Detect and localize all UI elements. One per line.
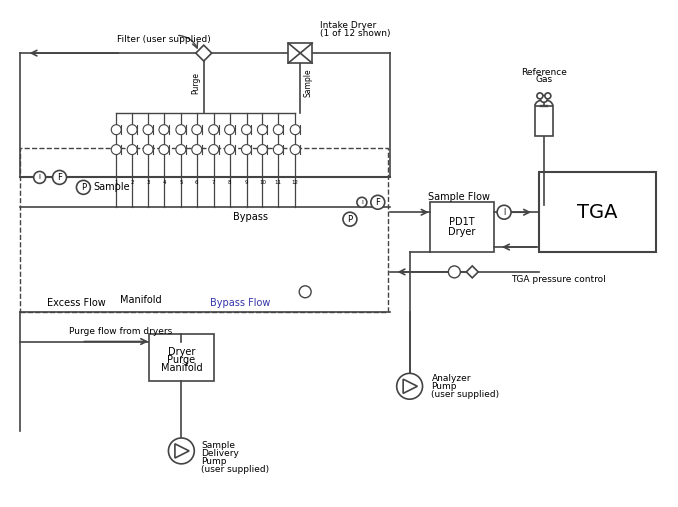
Text: I: I [503,208,505,216]
Circle shape [34,171,45,184]
Circle shape [357,197,367,207]
Circle shape [176,144,186,155]
Circle shape [111,125,121,135]
Text: Sample Flow: Sample Flow [428,192,490,202]
Bar [429,202,494,252]
Text: 5: 5 [179,180,182,185]
Circle shape [143,144,153,155]
Text: (1 of 12 shown): (1 of 12 shown) [320,29,391,38]
Polygon shape [196,45,212,61]
Text: 8: 8 [228,180,231,185]
Circle shape [371,195,384,209]
Text: Pump: Pump [201,457,226,466]
Text: Bypass: Bypass [233,212,268,222]
Text: I: I [361,200,363,205]
Text: 11: 11 [275,180,282,185]
Text: 1: 1 [115,180,118,185]
Text: 6: 6 [195,180,199,185]
Circle shape [397,373,422,399]
Text: Sample: Sample [201,442,235,450]
Text: P: P [81,183,86,192]
Circle shape [343,212,357,226]
Text: (user supplied): (user supplied) [431,390,500,399]
Circle shape [273,144,283,155]
Text: 12: 12 [292,180,299,185]
Text: Delivery: Delivery [201,449,239,458]
Circle shape [192,125,202,135]
Circle shape [111,144,121,155]
Circle shape [273,125,283,135]
Text: Pump: Pump [431,382,457,391]
Text: 2: 2 [130,180,134,185]
Text: Manifold: Manifold [120,295,162,305]
Circle shape [299,286,311,298]
Text: Excess Flow: Excess Flow [47,298,106,308]
Text: F: F [57,173,62,182]
Text: TGA pressure control: TGA pressure control [511,275,606,284]
Polygon shape [403,379,418,393]
Circle shape [290,144,300,155]
Text: Dryer: Dryer [448,227,475,237]
Text: Analyzer: Analyzer [431,374,471,383]
Text: P: P [347,214,353,224]
Circle shape [53,170,66,185]
Text: 10: 10 [259,180,266,185]
Circle shape [143,125,153,135]
Circle shape [241,144,252,155]
Circle shape [77,180,90,194]
Circle shape [448,266,460,278]
Bar [20,148,388,312]
Text: Manifold: Manifold [161,364,202,373]
Circle shape [540,95,547,102]
Circle shape [241,125,252,135]
Text: 4: 4 [162,180,165,185]
Bar [535,106,553,136]
Circle shape [176,125,186,135]
Text: 3: 3 [146,180,150,185]
Text: 7: 7 [212,180,216,185]
Bar [288,43,312,63]
Circle shape [224,144,235,155]
Circle shape [290,125,300,135]
Circle shape [537,93,543,99]
Text: Intake Dryer: Intake Dryer [320,21,376,30]
Bar [539,172,656,252]
Text: I: I [39,174,41,180]
Text: Dryer: Dryer [167,347,195,357]
Circle shape [159,144,169,155]
Text: Reference: Reference [521,68,567,78]
Circle shape [159,125,169,135]
Text: Purge flow from dryers: Purge flow from dryers [69,327,173,336]
Circle shape [497,205,511,219]
Text: Purge: Purge [191,72,200,94]
Circle shape [168,438,195,464]
Text: Sample: Sample [304,68,313,97]
Circle shape [545,93,551,99]
Circle shape [127,125,137,135]
Text: Filter (user supplied): Filter (user supplied) [117,34,211,44]
Text: Gas: Gas [536,76,553,85]
Circle shape [258,144,267,155]
Circle shape [258,125,267,135]
Text: F: F [376,198,380,207]
Polygon shape [175,444,189,458]
Text: TGA: TGA [578,203,618,222]
Circle shape [224,125,235,135]
Circle shape [209,144,219,155]
Circle shape [192,144,202,155]
Text: Sample: Sample [93,183,129,192]
Circle shape [127,144,137,155]
Text: Purge: Purge [167,355,195,366]
Text: (user supplied): (user supplied) [201,465,269,475]
Circle shape [209,125,219,135]
Text: Bypass Flow: Bypass Flow [210,298,271,308]
Text: 9: 9 [245,180,248,185]
Bar [149,334,214,381]
Text: PD1T: PD1T [449,217,475,227]
Polygon shape [466,266,478,278]
